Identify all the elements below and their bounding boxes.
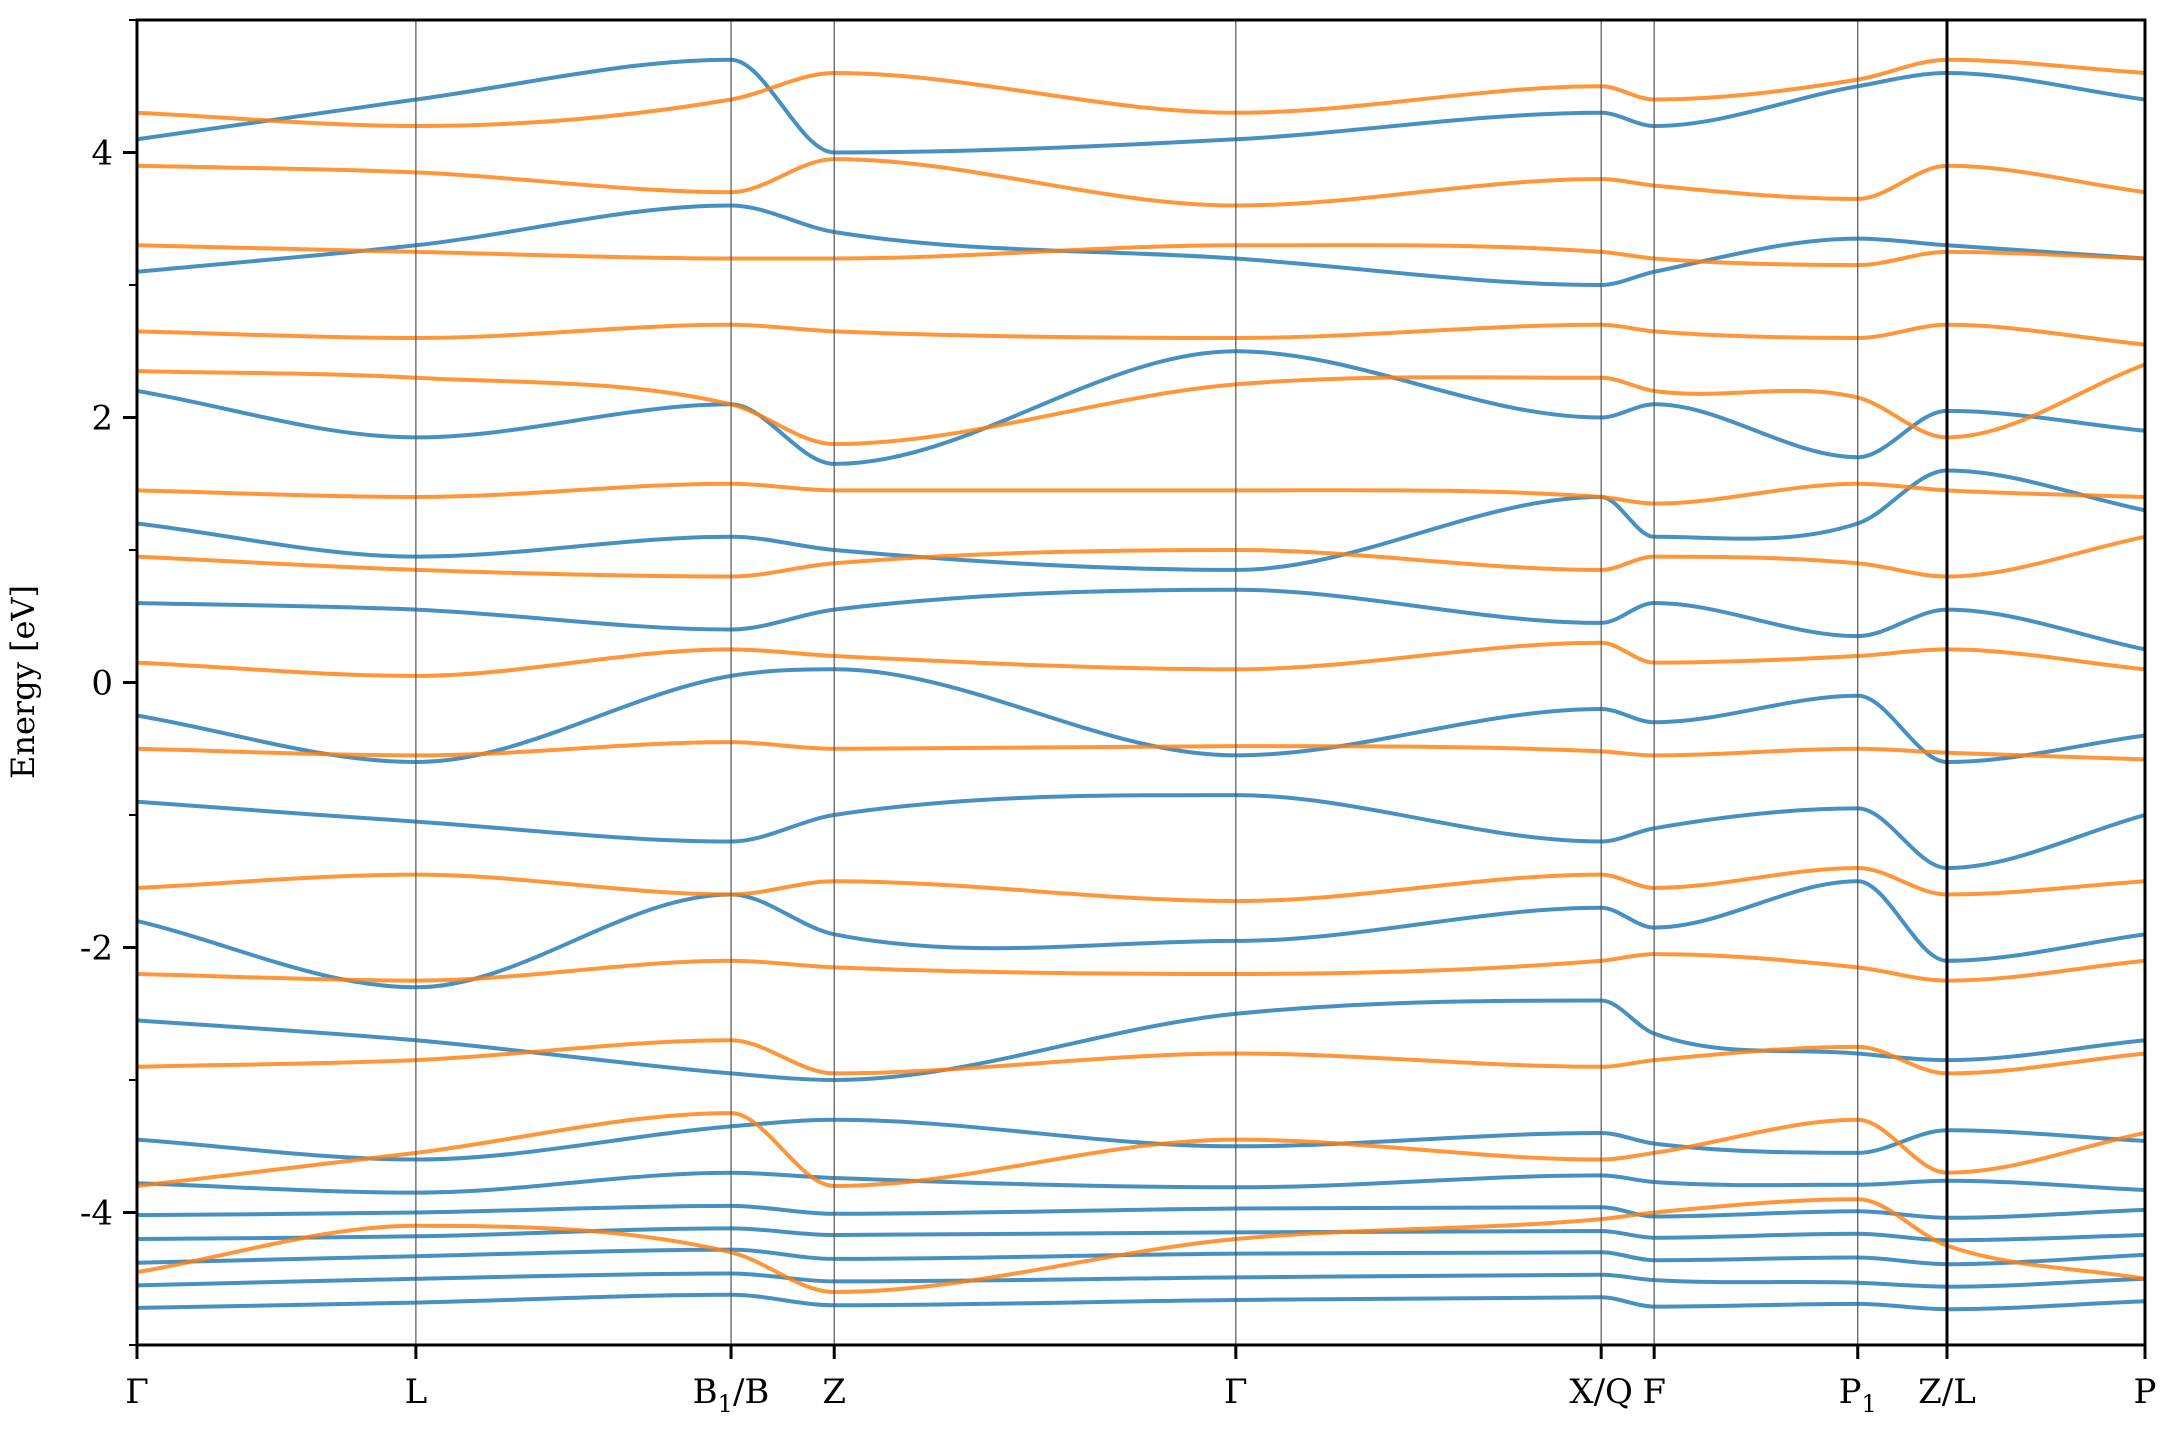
band-line-spin-down-6	[137, 640, 2145, 678]
y-axis-label: Energy [eV]	[4, 585, 42, 779]
band-line-spin-down-3	[137, 952, 2145, 983]
band-line-spin-down-2	[137, 1038, 2145, 1076]
band-line-spin-down-0	[137, 1197, 2145, 1295]
x-tick-label: Z	[822, 1372, 846, 1412]
x-axis: Γ L B1/B Z Γ X/Q F P1 Z/L P	[125, 1345, 2156, 1418]
band-line-spin-up-7	[137, 998, 2145, 1083]
band-line-spin-down-5	[137, 740, 2145, 762]
x-tick-label: F	[1642, 1372, 1666, 1412]
y-tick-label: 2	[91, 399, 113, 439]
band-line-spin-up-4	[137, 1203, 2145, 1220]
band-line-spin-up-2	[137, 1247, 2145, 1267]
bands-layer	[137, 57, 2145, 1312]
x-tick-label: Γ	[1224, 1372, 1248, 1412]
band-line-spin-down-12	[137, 157, 2145, 208]
band-line-spin-up-0	[137, 1292, 2145, 1312]
x-tick-label: Γ	[125, 1372, 149, 1412]
band-line-spin-up-9	[137, 793, 2145, 871]
band-line-spin-up-6	[137, 1117, 2145, 1162]
band-line-spin-down-9	[137, 362, 2145, 447]
band-line-spin-up-1	[137, 1271, 2145, 1289]
band-line-spin-down-10	[137, 322, 2145, 347]
kpoint-separators	[415, 20, 1949, 1345]
x-tick-label: B1/B	[693, 1372, 770, 1418]
y-axis: -4 -2 0 2 4	[80, 19, 137, 1346]
band-line-spin-down-4	[137, 865, 2145, 904]
x-tick-label: L	[405, 1372, 428, 1412]
band-line-spin-down-1	[137, 1111, 2145, 1189]
y-tick-label: -2	[80, 929, 113, 969]
band-line-spin-down-11	[137, 243, 2145, 268]
x-tick-label: P	[2134, 1372, 2157, 1412]
band-line-spin-up-12	[137, 468, 2145, 572]
band-line-spin-down-8	[137, 481, 2145, 506]
x-tick-label: X/Q	[1569, 1372, 1633, 1412]
band-line-spin-up-13	[137, 349, 2145, 466]
band-line-spin-up-8	[137, 879, 2145, 990]
x-tick-label: P1	[1839, 1372, 1877, 1418]
x-tick-label: Z/L	[1918, 1372, 1976, 1412]
band-line-spin-up-11	[137, 587, 2145, 652]
y-tick-label: 4	[91, 134, 113, 174]
band-line-spin-up-14	[137, 203, 2145, 288]
y-tick-label: -4	[80, 1194, 113, 1234]
band-line-spin-down-7	[137, 534, 2145, 579]
band-line-spin-up-3	[137, 1226, 2145, 1243]
band-line-spin-up-5	[137, 1170, 2145, 1195]
y-tick-label: 0	[91, 664, 113, 704]
band-line-spin-up-10	[137, 667, 2145, 765]
band-line-spin-down-13	[137, 57, 2145, 129]
